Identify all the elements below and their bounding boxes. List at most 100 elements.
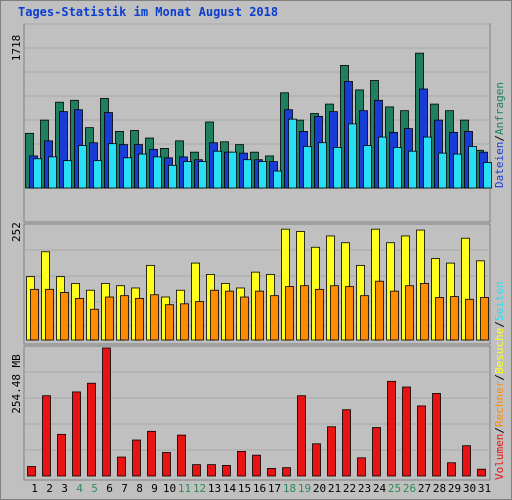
legend-separator: / <box>493 374 506 381</box>
seiten-bar-day-21 <box>333 147 342 189</box>
rechner-bar-day-14 <box>225 290 234 341</box>
volumen-bar-day-27 <box>417 405 426 477</box>
volumen-bar-day-29 <box>447 462 456 477</box>
volumen-bar-day-19 <box>297 395 306 477</box>
seiten-bar-day-22 <box>348 123 357 189</box>
seiten-bar-day-30 <box>468 146 477 189</box>
seiten-bar-day-14 <box>228 151 237 189</box>
volumen-bar-day-16 <box>252 454 261 477</box>
x-label-day-8: 8 <box>136 482 143 495</box>
x-label-day-11: 11 <box>178 482 191 495</box>
rechner-bar-day-22 <box>345 286 354 341</box>
seiten-bar-day-17 <box>273 170 282 189</box>
legend-anfragen: Anfragen <box>493 82 506 135</box>
x-label-day-31: 31 <box>478 482 491 495</box>
seiten-bar-day-13 <box>213 150 222 189</box>
x-label-day-3: 3 <box>61 482 68 495</box>
rechner-bar-day-30 <box>465 298 474 341</box>
x-label-day-5: 5 <box>91 482 98 495</box>
seiten-bar-day-12 <box>198 161 207 189</box>
rechner-bar-day-11 <box>180 303 189 341</box>
volumen-bar-day-9 <box>147 430 156 477</box>
rechner-bar-day-23 <box>360 295 369 341</box>
volumen-bar-day-10 <box>162 452 171 477</box>
x-label-day-22: 22 <box>343 482 356 495</box>
x-label-day-2: 2 <box>46 482 53 495</box>
seiten-bar-day-24 <box>378 136 387 189</box>
seiten-bar-day-28 <box>438 152 447 189</box>
seiten-bar-day-2 <box>48 156 57 189</box>
volumen-bar-day-14 <box>222 464 231 477</box>
x-label-day-1: 1 <box>31 482 38 495</box>
volumen-bar-day-22 <box>342 409 351 477</box>
legend-separator: / <box>493 427 506 434</box>
x-label-day-26: 26 <box>403 482 416 495</box>
x-label-day-13: 13 <box>208 482 221 495</box>
x-label-day-19: 19 <box>298 482 311 495</box>
x-label-day-20: 20 <box>313 482 326 495</box>
x-label-day-29: 29 <box>448 482 461 495</box>
rechner-bar-day-8 <box>135 297 144 341</box>
volumen-bar-day-21 <box>327 426 336 477</box>
rechner-bar-day-3 <box>60 292 69 341</box>
volumen-bar-day-30 <box>462 445 471 477</box>
rechner-bar-day-31 <box>480 297 489 341</box>
seiten-bar-day-23 <box>363 145 372 189</box>
middle-ymax-label: 252 <box>10 222 23 242</box>
rechner-bar-day-10 <box>165 304 174 341</box>
rechner-bar-day-13 <box>210 289 219 341</box>
x-label-day-18: 18 <box>283 482 296 495</box>
volumen-bar-day-26 <box>402 386 411 477</box>
rechner-bar-day-18 <box>285 286 294 341</box>
volumen-bar-day-3 <box>57 433 66 477</box>
seiten-bar-day-20 <box>318 142 327 189</box>
volumen-bar-day-31 <box>477 468 486 477</box>
volumen-bar-day-12 <box>192 464 201 477</box>
rechner-bar-day-2 <box>45 288 54 341</box>
volumen-bar-day-23 <box>357 457 366 477</box>
seiten-bar-day-31 <box>483 162 492 189</box>
volumen-bar-day-11 <box>177 434 186 477</box>
rechner-bar-day-9 <box>150 294 159 341</box>
x-label-day-27: 27 <box>418 482 431 495</box>
top-ymax-label: 1718 <box>10 35 23 62</box>
volumen-bar-day-5 <box>87 382 96 477</box>
seiten-bar-day-19 <box>303 146 312 189</box>
x-label-day-15: 15 <box>238 482 251 495</box>
x-label-day-10: 10 <box>163 482 176 495</box>
seiten-bar-day-1 <box>33 158 42 189</box>
x-label-day-4: 4 <box>76 482 83 495</box>
volumen-bar-day-15 <box>237 450 246 477</box>
x-label-day-25: 25 <box>388 482 401 495</box>
volumen-bar-day-18 <box>282 467 291 477</box>
rechner-bar-day-20 <box>315 288 324 341</box>
volumen-bar-day-6 <box>102 347 111 477</box>
x-label-day-7: 7 <box>121 482 128 495</box>
volumen-bar-day-13 <box>207 464 216 477</box>
rechner-bar-day-26 <box>405 285 414 341</box>
volumen-bar-day-7 <box>117 456 126 477</box>
bottom-ymax-label: 254.48 MB <box>10 354 23 414</box>
right-legends: Dateien/AnfragenVolumen/Rechner/Besuche/… <box>493 82 506 480</box>
x-axis-labels: 1 2 3 4 5 6 7 8 9 10 11 12 13 14 15 16 17 18 19 20 21 22 23 24 2… <box>31 482 491 495</box>
volumen-bar-day-25 <box>387 380 396 477</box>
rechner-bar-day-29 <box>450 296 459 341</box>
x-label-day-28: 28 <box>433 482 446 495</box>
x-label-day-6: 6 <box>106 482 113 495</box>
volumen-bar-day-20 <box>312 443 321 477</box>
rechner-bar-day-6 <box>105 296 114 341</box>
seiten-bar-day-9 <box>153 156 162 189</box>
x-label-day-9: 9 <box>151 482 158 495</box>
x-label-day-21: 21 <box>328 482 341 495</box>
volumen-bar-day-1 <box>27 466 36 477</box>
chart-title: Tages-Statistik im Monat August 2018 <box>18 5 278 19</box>
rechner-bar-day-1 <box>30 288 39 341</box>
rechner-bar-day-7 <box>120 295 129 341</box>
legend-rechner: Rechner <box>493 380 506 427</box>
x-label-day-16: 16 <box>253 482 266 495</box>
rechner-bar-day-17 <box>270 295 279 341</box>
legend-separator: / <box>493 135 506 142</box>
seiten-bar-day-10 <box>168 164 177 189</box>
legend-seiten: Seiten <box>493 281 506 321</box>
